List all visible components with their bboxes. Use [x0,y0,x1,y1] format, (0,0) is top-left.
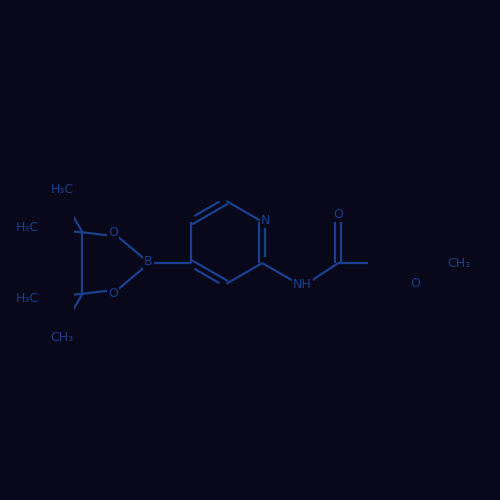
Text: H₃C: H₃C [16,292,39,306]
Text: O: O [108,226,118,238]
Text: O: O [410,277,420,290]
Text: NH: NH [293,278,312,291]
Text: B: B [144,256,152,268]
Text: O: O [333,208,343,220]
Text: H₃C: H₃C [16,220,39,234]
Text: H₃C: H₃C [50,183,74,196]
Text: O: O [108,288,118,300]
Text: N: N [261,214,270,227]
Text: CH₃: CH₃ [447,256,470,270]
Text: CH₃: CH₃ [50,331,74,344]
